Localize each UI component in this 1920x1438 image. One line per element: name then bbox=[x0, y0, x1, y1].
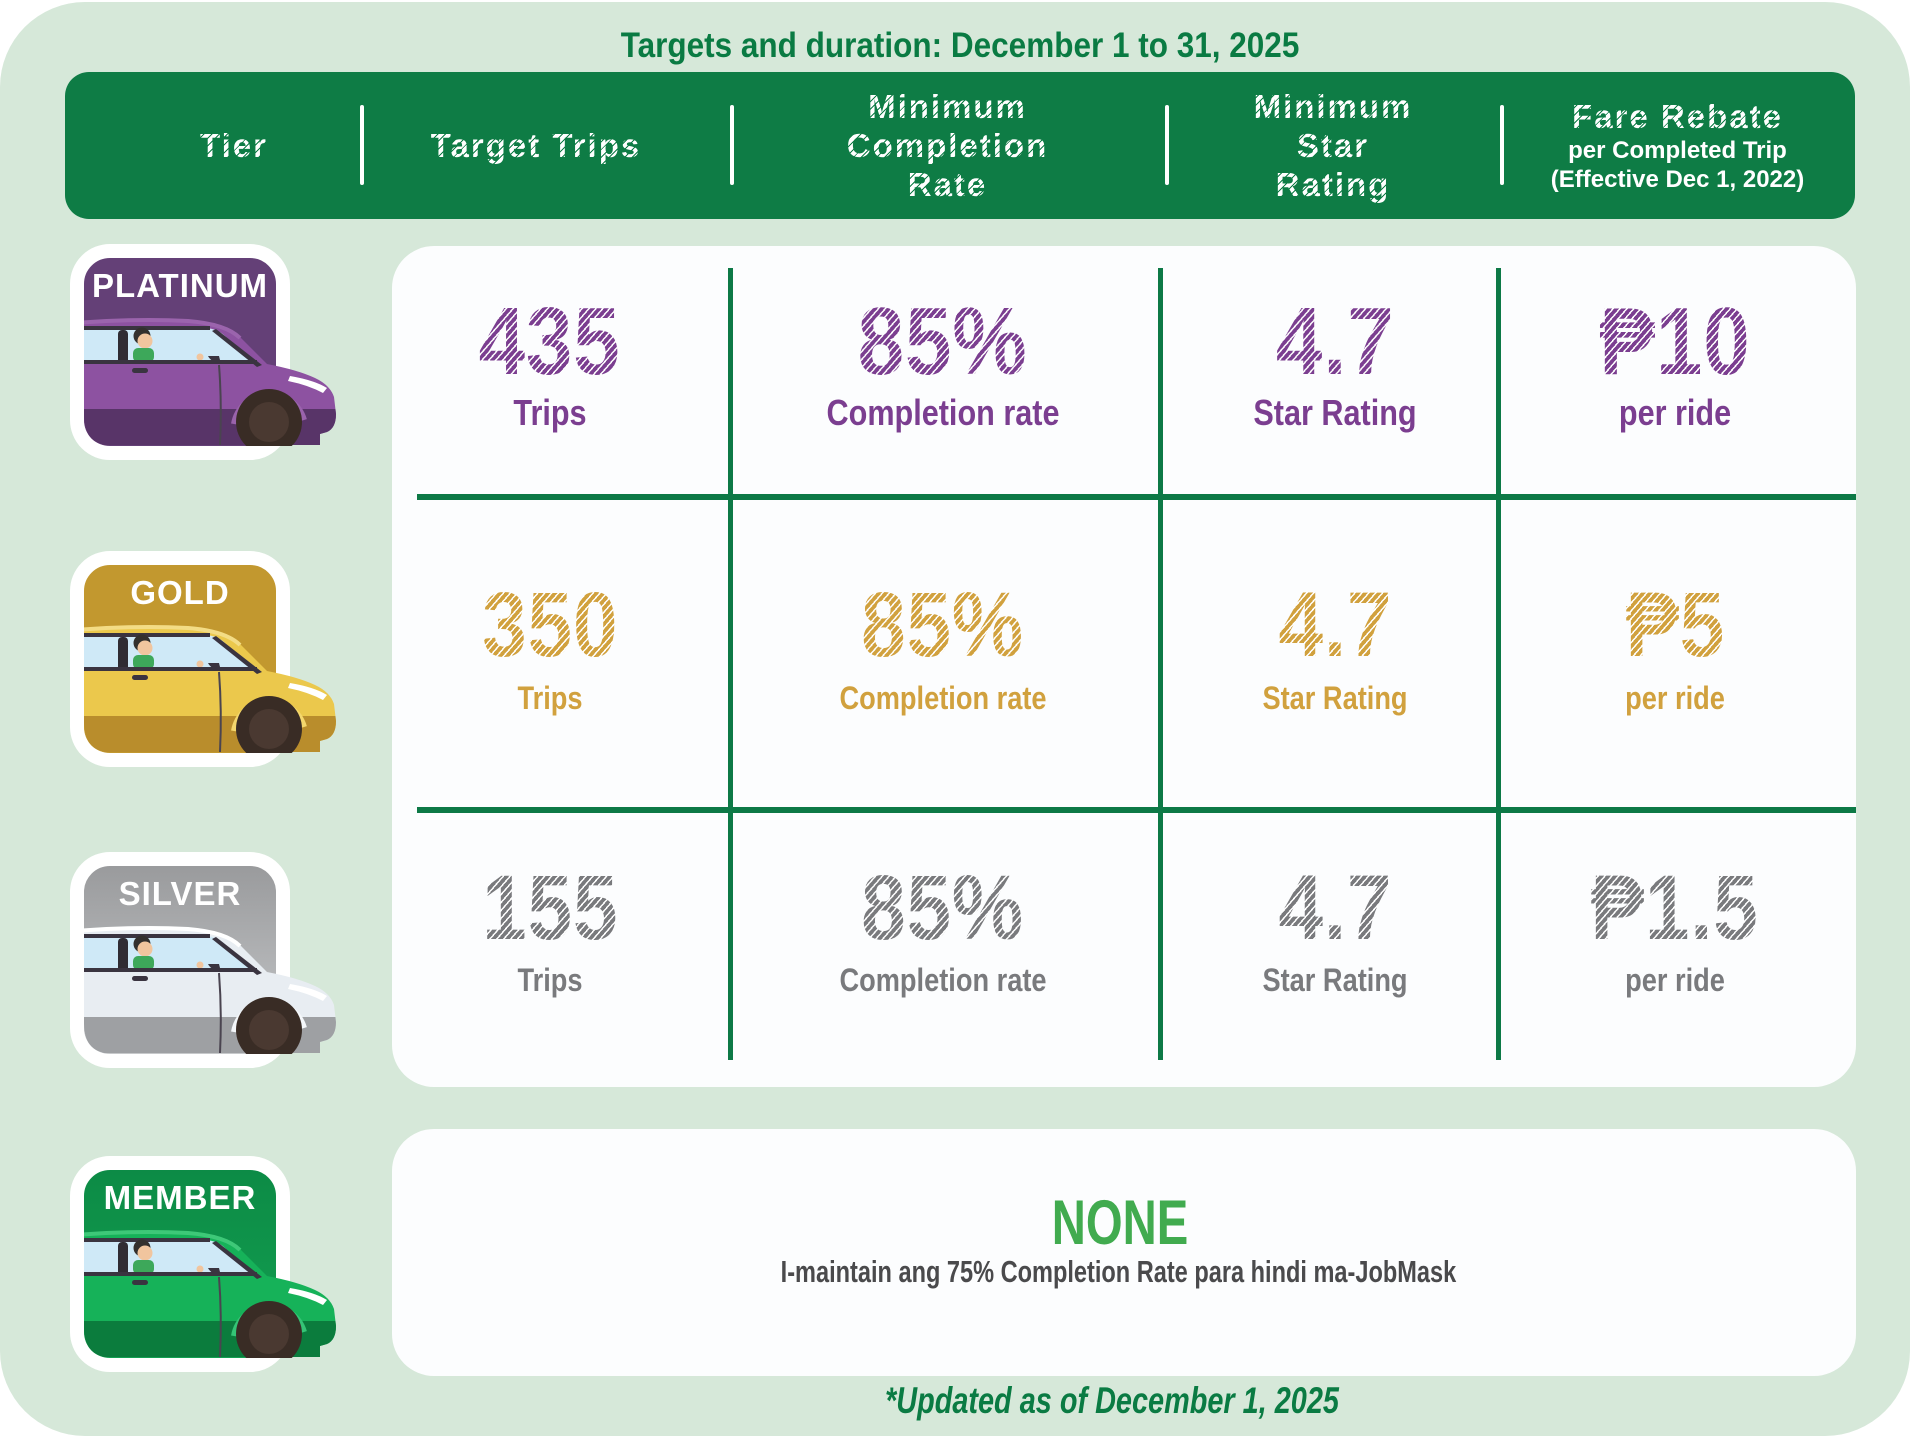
svg-text:GOLD: GOLD bbox=[130, 574, 229, 611]
svg-text:MEMBER: MEMBER bbox=[104, 1179, 257, 1216]
svg-text:PLATINUM: PLATINUM bbox=[92, 267, 268, 304]
svg-text:SILVER: SILVER bbox=[119, 875, 242, 912]
